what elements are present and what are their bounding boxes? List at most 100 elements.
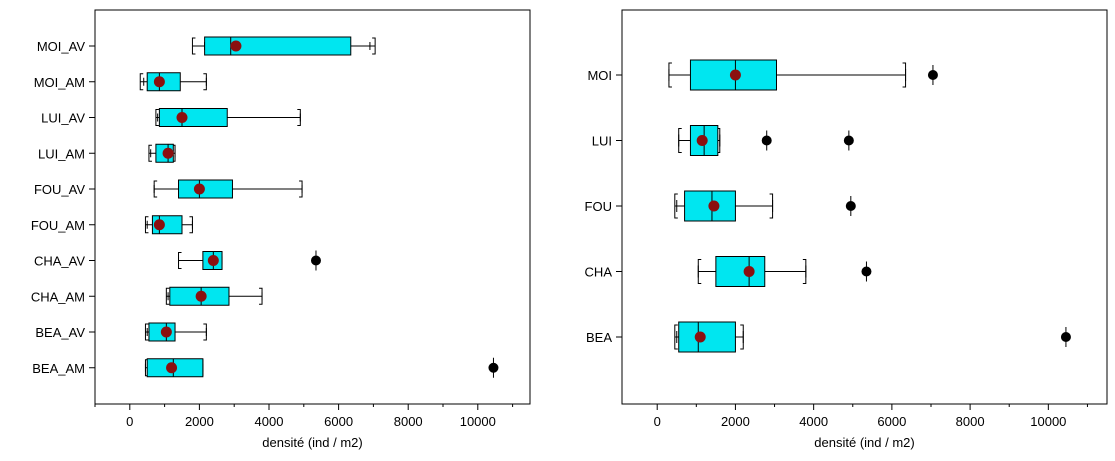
plot-frame bbox=[621, 9, 1108, 405]
box-iqr bbox=[158, 108, 228, 127]
box-group: CHA_AM bbox=[31, 286, 263, 306]
whisker-cap bbox=[297, 109, 301, 126]
box-group: BEA_AM bbox=[32, 357, 499, 378]
mean-marker bbox=[708, 200, 720, 212]
category-label: BEA_AM bbox=[32, 361, 85, 376]
box-group: MOI_AM bbox=[34, 72, 207, 92]
whisker-cap bbox=[191, 37, 196, 55]
x-tick-label: 0 bbox=[126, 414, 133, 429]
category-label: MOI_AV bbox=[37, 39, 85, 54]
outlier-point bbox=[761, 135, 772, 146]
whisker-cap bbox=[802, 259, 807, 284]
whisker-cap bbox=[189, 216, 193, 234]
box-group: BEA bbox=[586, 321, 1071, 353]
whisker-cap bbox=[678, 128, 682, 153]
x-tick-label: 4000 bbox=[255, 414, 284, 429]
mean-marker bbox=[230, 40, 242, 52]
box-group: FOU_AM bbox=[31, 215, 193, 235]
category-label: CHA_AV bbox=[34, 254, 85, 269]
box-group: CHA_AV bbox=[34, 250, 321, 271]
whisker-cap bbox=[697, 259, 702, 284]
mean-marker bbox=[153, 76, 165, 88]
box-group: BEA_AV bbox=[35, 322, 207, 342]
box-group: LUI_AM bbox=[38, 143, 176, 163]
x-tick-label: 8000 bbox=[956, 414, 985, 429]
x-tick-label: 6000 bbox=[877, 414, 906, 429]
x-tick-label: 2000 bbox=[185, 414, 214, 429]
plot-frame bbox=[94, 9, 531, 405]
box-group: MOI bbox=[587, 59, 938, 91]
whisker-cap bbox=[668, 62, 672, 88]
category-label: MOI bbox=[587, 68, 612, 83]
whisker-cap bbox=[144, 323, 149, 341]
mean-marker bbox=[160, 326, 172, 338]
box-iqr bbox=[715, 256, 766, 287]
x-tick-label: 0 bbox=[654, 414, 661, 429]
mean-marker bbox=[207, 255, 219, 266]
mean-marker bbox=[166, 362, 178, 374]
category-label: FOU_AM bbox=[31, 218, 85, 233]
box-iqr bbox=[204, 36, 352, 56]
chart-by-station-period: 0 2000 4000 6000 8000 10000 densité (ind / m2)… bbox=[31, 9, 531, 450]
whisker-cap bbox=[299, 180, 303, 198]
box-group: LUI_AV bbox=[41, 108, 301, 127]
category-label: FOU_AV bbox=[34, 182, 85, 197]
whisker-cap bbox=[740, 324, 744, 350]
box-group: FOU bbox=[585, 190, 856, 222]
whisker-cap bbox=[139, 73, 144, 91]
category-label: LUI_AV bbox=[41, 111, 85, 126]
whisker-cap bbox=[203, 73, 207, 91]
category-label: MOI_AM bbox=[34, 75, 85, 90]
x-tick-label: 10000 bbox=[1030, 414, 1066, 429]
outlier-point bbox=[488, 362, 499, 373]
category-label: LUI bbox=[592, 134, 612, 149]
outlier-point bbox=[861, 266, 872, 277]
category-label: CHA_AM bbox=[31, 289, 85, 304]
mean-marker bbox=[195, 290, 207, 302]
mean-marker bbox=[162, 147, 174, 159]
x-tick-label: 6000 bbox=[324, 414, 353, 429]
mean-marker bbox=[729, 69, 741, 81]
whisker-cap bbox=[178, 252, 182, 269]
mean-marker bbox=[193, 183, 205, 195]
mean-marker bbox=[153, 219, 165, 231]
category-label: FOU bbox=[585, 199, 612, 214]
whisker-cap bbox=[674, 193, 678, 219]
whisker-cap bbox=[165, 287, 170, 305]
mean-marker bbox=[176, 112, 188, 123]
mean-marker bbox=[696, 135, 708, 146]
x-tick-label: 2000 bbox=[721, 414, 750, 429]
whisker-cap bbox=[902, 62, 907, 88]
mean-marker bbox=[694, 331, 706, 343]
whisker-cap bbox=[148, 144, 152, 162]
x-axis-label: densité (ind / m2) bbox=[262, 435, 362, 450]
category-label: LUI_AM bbox=[38, 146, 85, 161]
outlier-point bbox=[310, 255, 321, 266]
x-tick-label: 4000 bbox=[799, 414, 828, 429]
whisker-cap bbox=[144, 216, 149, 234]
box-iqr bbox=[178, 179, 233, 199]
whisker-cap bbox=[769, 193, 774, 219]
box-iqr bbox=[684, 190, 736, 222]
outlier-point bbox=[845, 201, 856, 211]
x-tick-label: 8000 bbox=[394, 414, 423, 429]
box-group: LUI bbox=[592, 125, 854, 156]
chart-by-station: 0 2000 4000 6000 8000 10000 densité (ind / m2)… bbox=[585, 9, 1108, 450]
whisker-cap bbox=[372, 37, 376, 55]
category-label: BEA bbox=[586, 330, 612, 345]
whisker-cap bbox=[153, 180, 158, 198]
mean-marker bbox=[743, 266, 755, 277]
box-iqr bbox=[678, 321, 736, 353]
whisker-cap bbox=[259, 287, 263, 305]
category-label: BEA_AV bbox=[35, 325, 85, 340]
outlier-point bbox=[927, 70, 938, 80]
box-group: FOU_AV bbox=[34, 179, 303, 199]
whisker-cap bbox=[674, 324, 678, 350]
whisker-cap bbox=[203, 323, 207, 341]
outlier-point bbox=[1060, 332, 1071, 342]
box-group: CHA bbox=[585, 256, 872, 287]
outlier-point bbox=[843, 135, 854, 146]
category-label: CHA bbox=[585, 265, 613, 280]
whisker-cap bbox=[155, 109, 159, 126]
